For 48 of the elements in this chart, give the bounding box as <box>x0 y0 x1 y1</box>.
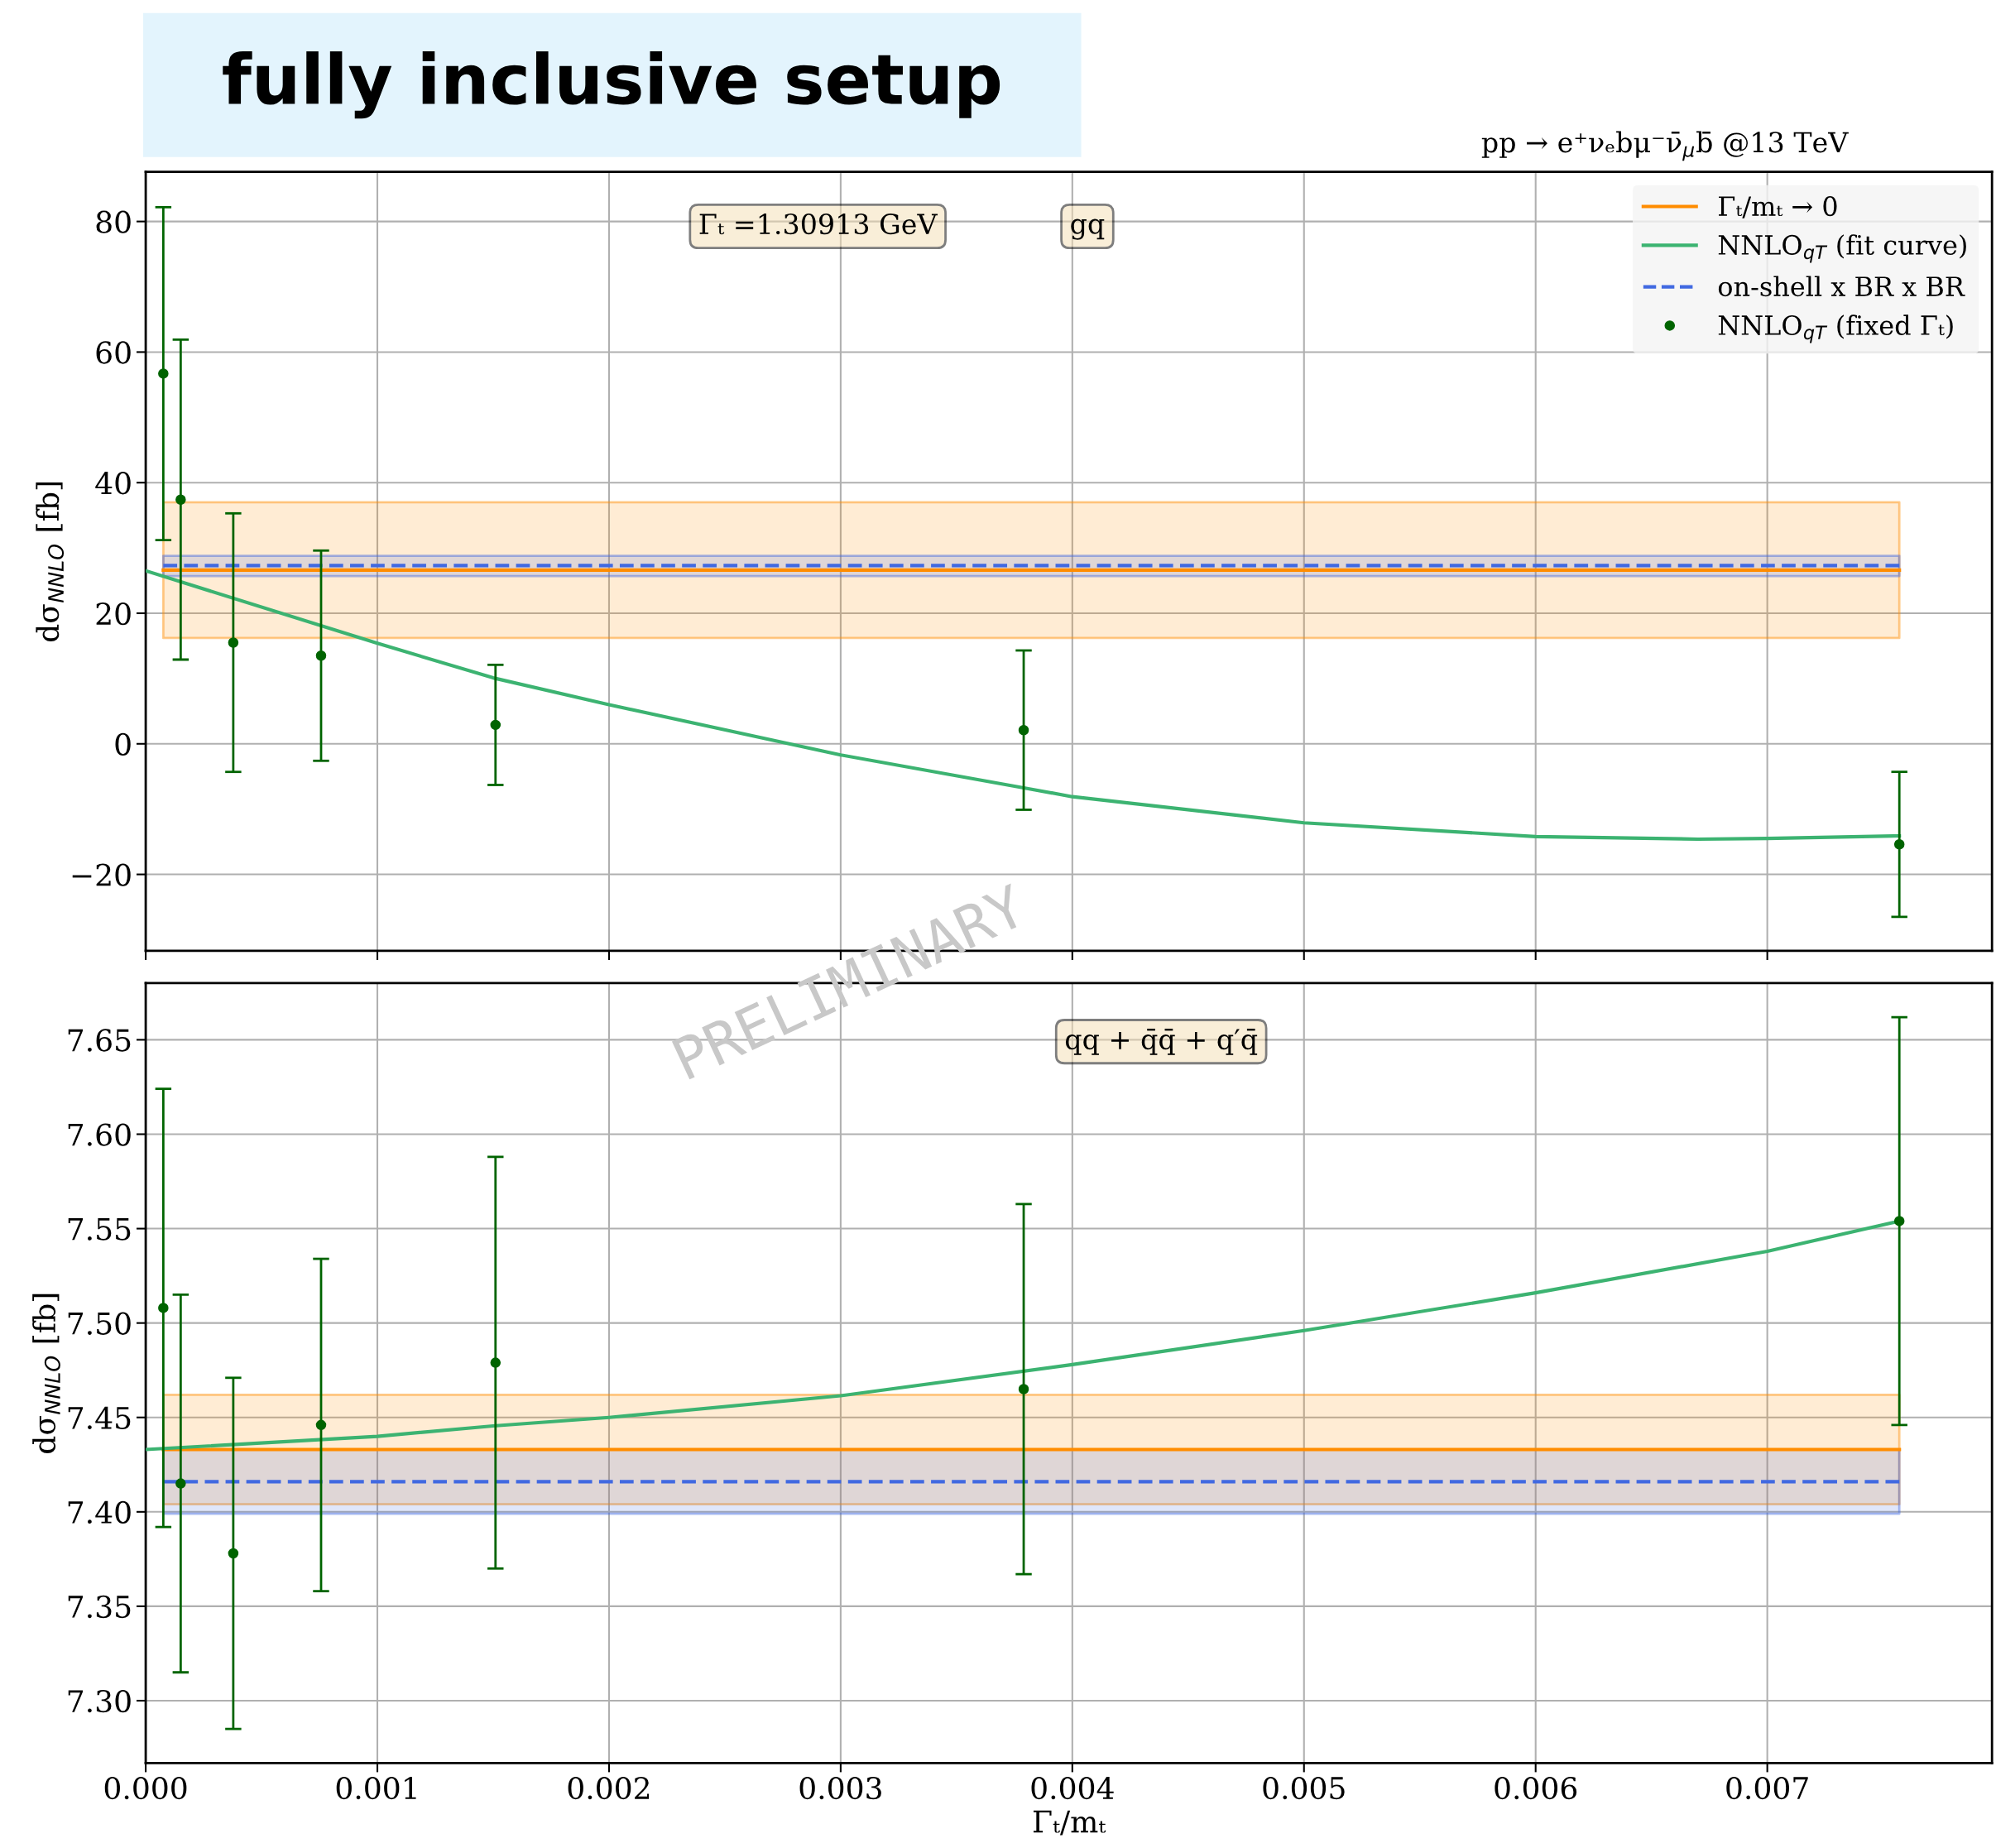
point <box>1018 724 1029 736</box>
x-tick-label: 0.005 <box>1263 1776 1345 1800</box>
point <box>1018 1384 1029 1394</box>
x-axis-title: Γₜ/mₜ <box>1033 1810 1106 1836</box>
x-tick-label: 0.000 <box>104 1776 187 1800</box>
y-tick-label: 60 <box>96 341 131 364</box>
y-axis-title: dσ$_{NNLO}$ [fb] <box>36 482 65 642</box>
y-tick-label: 7.35 <box>68 1595 131 1619</box>
x-tick-label: 0.002 <box>568 1776 650 1800</box>
x-tick-label: 0.004 <box>1031 1776 1114 1800</box>
y-tick-label: 0 <box>115 732 131 756</box>
x-tick-label: 0.001 <box>336 1776 416 1800</box>
chart-subtitle: pp → e⁺νₑbμ⁻ν̄$_{μ}$b̄ @13 TeV <box>1481 131 1849 161</box>
point <box>1893 839 1905 850</box>
legend-label: Γₜ/mₜ → 0 <box>1719 195 1837 218</box>
point <box>228 637 239 648</box>
chart-title: fully inclusive setup <box>223 51 1000 119</box>
annotation: gq <box>1071 218 1105 240</box>
y-tick-label: 7.65 <box>68 1029 131 1052</box>
y-tick-label: 7.30 <box>68 1689 131 1713</box>
point <box>158 1303 169 1313</box>
point <box>1893 1216 1905 1226</box>
y-tick-label: 7.55 <box>68 1217 131 1241</box>
y-tick-label: 7.50 <box>68 1312 131 1335</box>
legend-label: NNLO$_{qT}$ (fixed Γₜ) <box>1718 314 1953 343</box>
annotation: qq + q̄q̄ + q′q̄ <box>1065 1028 1258 1055</box>
point <box>315 650 327 661</box>
legend-label: on-shell x BR x BR <box>1718 276 1965 297</box>
point <box>175 1478 186 1489</box>
point <box>158 368 169 379</box>
point <box>315 1419 327 1431</box>
point <box>175 494 186 505</box>
annotation: Γₜ =1.30913 GeV <box>699 214 938 235</box>
y-tick-label: 40 <box>95 472 131 495</box>
y-tick-label: 7.45 <box>68 1406 131 1429</box>
point <box>490 719 501 731</box>
y-tick-label: 7.60 <box>68 1123 131 1146</box>
x-tick-label: 0.003 <box>799 1776 881 1800</box>
x-tick-label: 0.006 <box>1495 1776 1577 1800</box>
y-tick-label: 7.40 <box>68 1500 131 1524</box>
y-tick-label: 80 <box>96 210 131 233</box>
x-tick-label: 0.007 <box>1726 1776 1808 1800</box>
y-tick-label: 20 <box>96 602 131 626</box>
legend-label: NNLO$_{qT}$ (fit curve) <box>1718 234 1966 263</box>
y-axis-title: dσ$_{NNLO}$ [fb] <box>32 1294 60 1453</box>
point <box>228 1548 239 1559</box>
point <box>490 1357 501 1368</box>
y-tick-label: −20 <box>72 863 131 886</box>
